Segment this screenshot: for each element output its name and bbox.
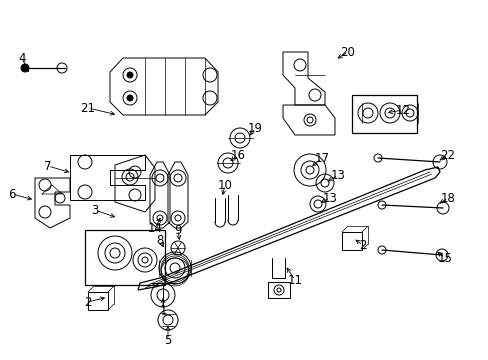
Text: 17: 17: [314, 152, 329, 165]
Text: 3: 3: [91, 203, 99, 216]
Circle shape: [127, 72, 133, 78]
Text: 18: 18: [440, 192, 454, 204]
Text: 13: 13: [322, 192, 337, 204]
Text: 15: 15: [437, 252, 451, 265]
Text: 11: 11: [287, 274, 302, 287]
Text: 6: 6: [8, 188, 16, 201]
Text: 22: 22: [440, 149, 454, 162]
Text: 21: 21: [81, 102, 95, 114]
Text: 19: 19: [247, 122, 262, 135]
Bar: [267, 282, 289, 298]
Bar: [351, 95, 416, 133]
Text: 7: 7: [44, 159, 52, 172]
Text: 2: 2: [359, 239, 366, 252]
Bar: [88, 292, 108, 310]
Text: 8: 8: [156, 234, 163, 247]
Text: 5: 5: [164, 333, 171, 346]
Text: 4: 4: [18, 51, 26, 64]
Text: 13: 13: [330, 168, 345, 181]
Bar: [85, 230, 164, 285]
Text: 16: 16: [230, 149, 245, 162]
Text: 12: 12: [395, 104, 409, 117]
Text: 14: 14: [147, 221, 162, 234]
Circle shape: [127, 95, 133, 101]
Text: 1: 1: [159, 303, 166, 316]
Text: 20: 20: [340, 45, 355, 59]
Bar: [341, 232, 361, 250]
Circle shape: [21, 64, 29, 72]
Text: 10: 10: [217, 179, 232, 192]
Text: 9: 9: [174, 224, 182, 237]
Text: 2: 2: [84, 296, 92, 309]
